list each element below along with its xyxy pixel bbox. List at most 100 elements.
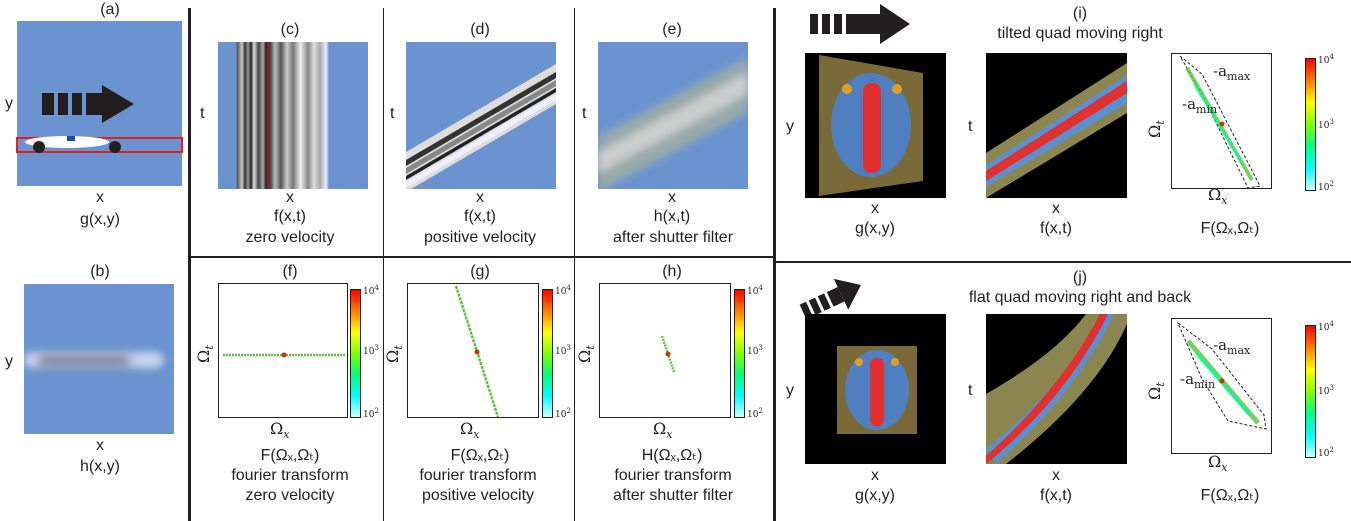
panel-j-flat-quad [837, 346, 917, 434]
panel-a-image [16, 21, 183, 186]
panel-i-tlabel: t [968, 118, 973, 135]
separator-left [188, 8, 191, 521]
panel-g-caption1: F(Ωₓ,Ωₜ) [450, 447, 510, 464]
panel-f-caption1: F(Ωₓ,Ωₜ) [260, 447, 320, 464]
panel-i-caption3: F(Ωₓ,Ωₜ) [1200, 220, 1260, 237]
panel-g-spectrum [454, 285, 500, 418]
panel-c-caption2: zero velocity [245, 229, 335, 246]
divider-row-mid [190, 256, 773, 258]
divider-cd [383, 8, 384, 521]
panel-i-spectrum [1179, 55, 1261, 189]
panel-i-tilted-quad [819, 55, 923, 196]
panel-g-xlabel: Ωx [460, 419, 480, 442]
panel-j-caption2: f(x,t) [1040, 487, 1072, 504]
separator-right [773, 8, 776, 521]
panel-e-xlabel: x [668, 189, 676, 206]
panel-b-xlabel: x [96, 437, 104, 454]
panel-h-caption3: after shutter filter [612, 487, 734, 504]
panel-c-image [218, 42, 368, 189]
panel-j-caption3: F(Ωₓ,Ωₜ) [1200, 487, 1260, 504]
panel-j-title: flat quad moving right and back [968, 289, 1192, 306]
panel-i-mandrill-image [805, 53, 946, 198]
panel-i-spectrum-plot [1171, 53, 1272, 189]
panel-d-xlabel: x [476, 189, 484, 206]
panel-g-caption2: fourier transform [419, 467, 537, 484]
panel-i-omega-x-label: Ωx [1208, 185, 1228, 208]
divider-de [574, 8, 575, 521]
panel-f-cbar-tick-4: 104 [363, 284, 379, 297]
panel-i-ylabel: y [786, 118, 794, 135]
panel-h-xlabel: Ωx [653, 419, 673, 442]
panel-j-mandrill-image [805, 314, 946, 464]
panel-j-amax-label: -amax [1213, 336, 1251, 357]
panel-f-caption2: fourier transform [231, 467, 349, 484]
panel-b-tag: (b) [90, 263, 110, 280]
panel-e-image [598, 42, 748, 189]
panel-f-ylabel: Ωt [193, 345, 216, 363]
panel-i-xlabel: x [871, 200, 879, 217]
panel-h-spectrum [660, 335, 676, 373]
panel-f-cbar-tick-3: 103 [363, 344, 379, 357]
panel-f-cbar-tick-2: 102 [363, 407, 379, 420]
panel-g-ylabel: Ωt [382, 345, 405, 363]
panel-i-cbar-tick-3: 103 [1318, 118, 1334, 131]
panel-g-caption3: positive velocity [421, 487, 535, 504]
panel-j-amin-label: -amin [1180, 370, 1216, 391]
panel-f-spectrum [223, 352, 345, 358]
panel-a-tag: (a) [100, 1, 120, 18]
panel-i-title: tilted quad moving right [997, 25, 1163, 42]
panel-h-caption2: fourier transform [614, 467, 732, 484]
panel-i-xt-band [986, 63, 1127, 198]
panel-j-xt-image [986, 314, 1127, 464]
panel-b-image [24, 284, 174, 434]
panel-i-xt-image [986, 53, 1127, 198]
panel-i-arrow-icon [810, 4, 910, 44]
panel-j-colorbar [1305, 325, 1316, 458]
panel-h-cbar-tick-3: 103 [747, 344, 763, 357]
panel-j-xlabel: x [871, 467, 879, 484]
panel-e-tag: (e) [662, 21, 682, 38]
panel-i-caption2: f(x,t) [1040, 220, 1072, 237]
panel-f-caption3: zero velocity [245, 487, 335, 504]
panel-j-xlabel2: x [1052, 467, 1060, 484]
panel-g-cbar-tick-2: 102 [555, 407, 571, 420]
panel-g-cbar-tick-4: 104 [555, 284, 571, 297]
panel-a-ylabel: y [5, 95, 13, 112]
panel-c-caption1: f(x,t) [274, 208, 306, 225]
panel-h-plot [599, 283, 731, 418]
panel-i-amin-label: -amin [1182, 95, 1218, 116]
panel-e-caption2: after shutter filter [612, 229, 734, 246]
panel-g-cbar-tick-3: 103 [555, 344, 571, 357]
panel-c-xlabel: x [286, 189, 294, 206]
panel-d-image [406, 42, 556, 189]
panel-i-cbar-tick-2: 102 [1318, 180, 1334, 193]
panel-d-caption2: positive velocity [423, 229, 537, 246]
panel-i-amax-label: -amax [1213, 62, 1251, 83]
panel-j-cbar-tick-2: 102 [1318, 446, 1334, 459]
panel-d-caption1: f(x,t) [464, 208, 496, 225]
panel-h-cbar-tick-4: 104 [747, 284, 763, 297]
panel-b-ylabel: y [5, 353, 13, 370]
panel-j-ylabel: y [786, 382, 794, 399]
panel-a-caption: g(x,y) [80, 211, 120, 228]
panel-j-cbar-tick-3: 103 [1318, 384, 1334, 397]
panel-e-ylabel: t [582, 105, 587, 122]
panel-g-plot [407, 283, 539, 418]
panel-e-caption1: h(x,t) [653, 208, 691, 225]
panel-f-colorbar [350, 289, 361, 418]
panel-i-xlabel2: x [1052, 200, 1060, 217]
panel-j-omega-x-label: Ωx [1208, 452, 1228, 475]
panel-g-tag: (g) [470, 263, 490, 280]
panel-f-xlabel: Ωx [270, 419, 290, 442]
panel-i-caption1: g(x,y) [855, 220, 895, 237]
panel-b-caption: h(x,y) [80, 458, 120, 475]
panel-g-colorbar [542, 289, 553, 418]
panel-j-spectrum [1176, 321, 1267, 430]
panel-h-colorbar [734, 289, 745, 418]
panel-d-tag: (d) [470, 21, 490, 38]
panel-i-cbar-tick-4: 104 [1318, 53, 1334, 66]
panel-h-tag: (h) [662, 263, 682, 280]
panel-d-ylabel: t [390, 105, 395, 122]
panel-j-xt-band [986, 314, 1127, 464]
panel-i-omega-t-label: Ωt [1144, 120, 1167, 138]
